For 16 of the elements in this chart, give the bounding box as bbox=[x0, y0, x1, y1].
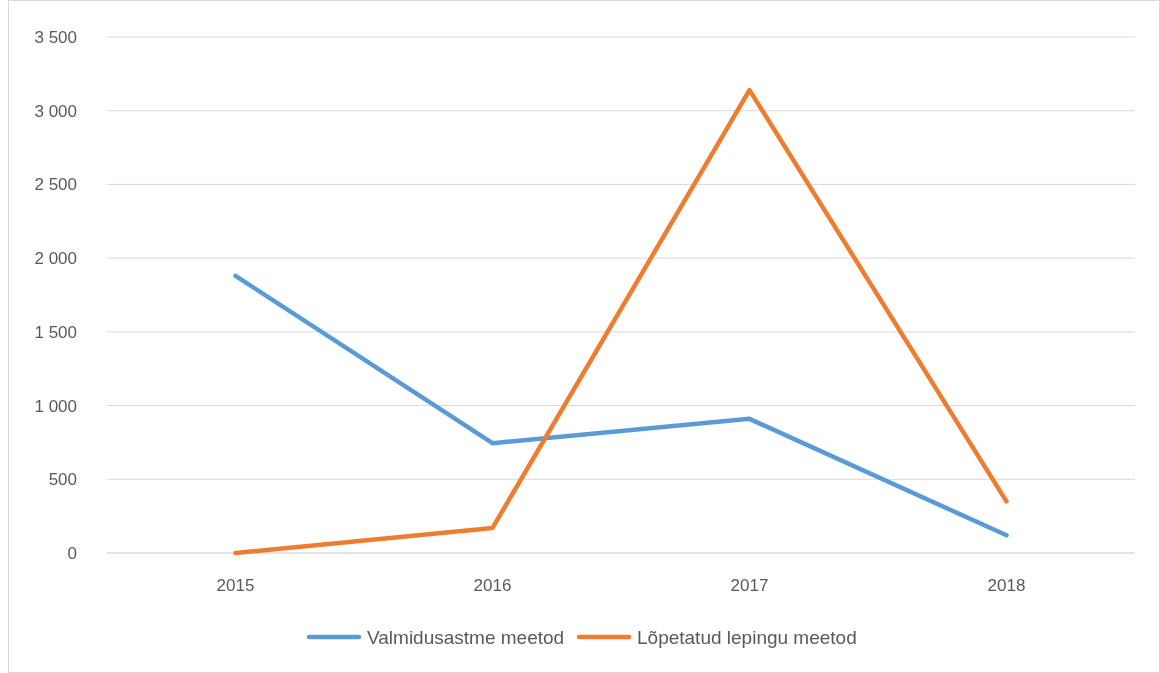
y-tick-label: 1 500 bbox=[34, 322, 77, 342]
y-tick-label: 3 500 bbox=[34, 27, 77, 47]
x-tick-label: 2017 bbox=[730, 576, 769, 595]
x-tick-label: 2015 bbox=[216, 576, 255, 595]
y-tick-label: 1 000 bbox=[34, 396, 77, 416]
x-tick-label: 2018 bbox=[987, 576, 1026, 595]
line-series bbox=[233, 87, 1009, 556]
legend-label: Valmidusastme meetod bbox=[367, 626, 565, 648]
y-tick-label: 500 bbox=[48, 470, 77, 490]
x-tick-label: 2016 bbox=[473, 576, 512, 595]
line-series bbox=[233, 273, 1009, 538]
y-tick-label: 3 000 bbox=[34, 101, 77, 121]
y-tick-label: 2 500 bbox=[34, 175, 77, 195]
legend-label: Lõpetatud lepingu meetod bbox=[637, 626, 857, 648]
y-tick-label: 0 bbox=[67, 543, 77, 563]
y-tick-label: 2 000 bbox=[34, 249, 77, 269]
